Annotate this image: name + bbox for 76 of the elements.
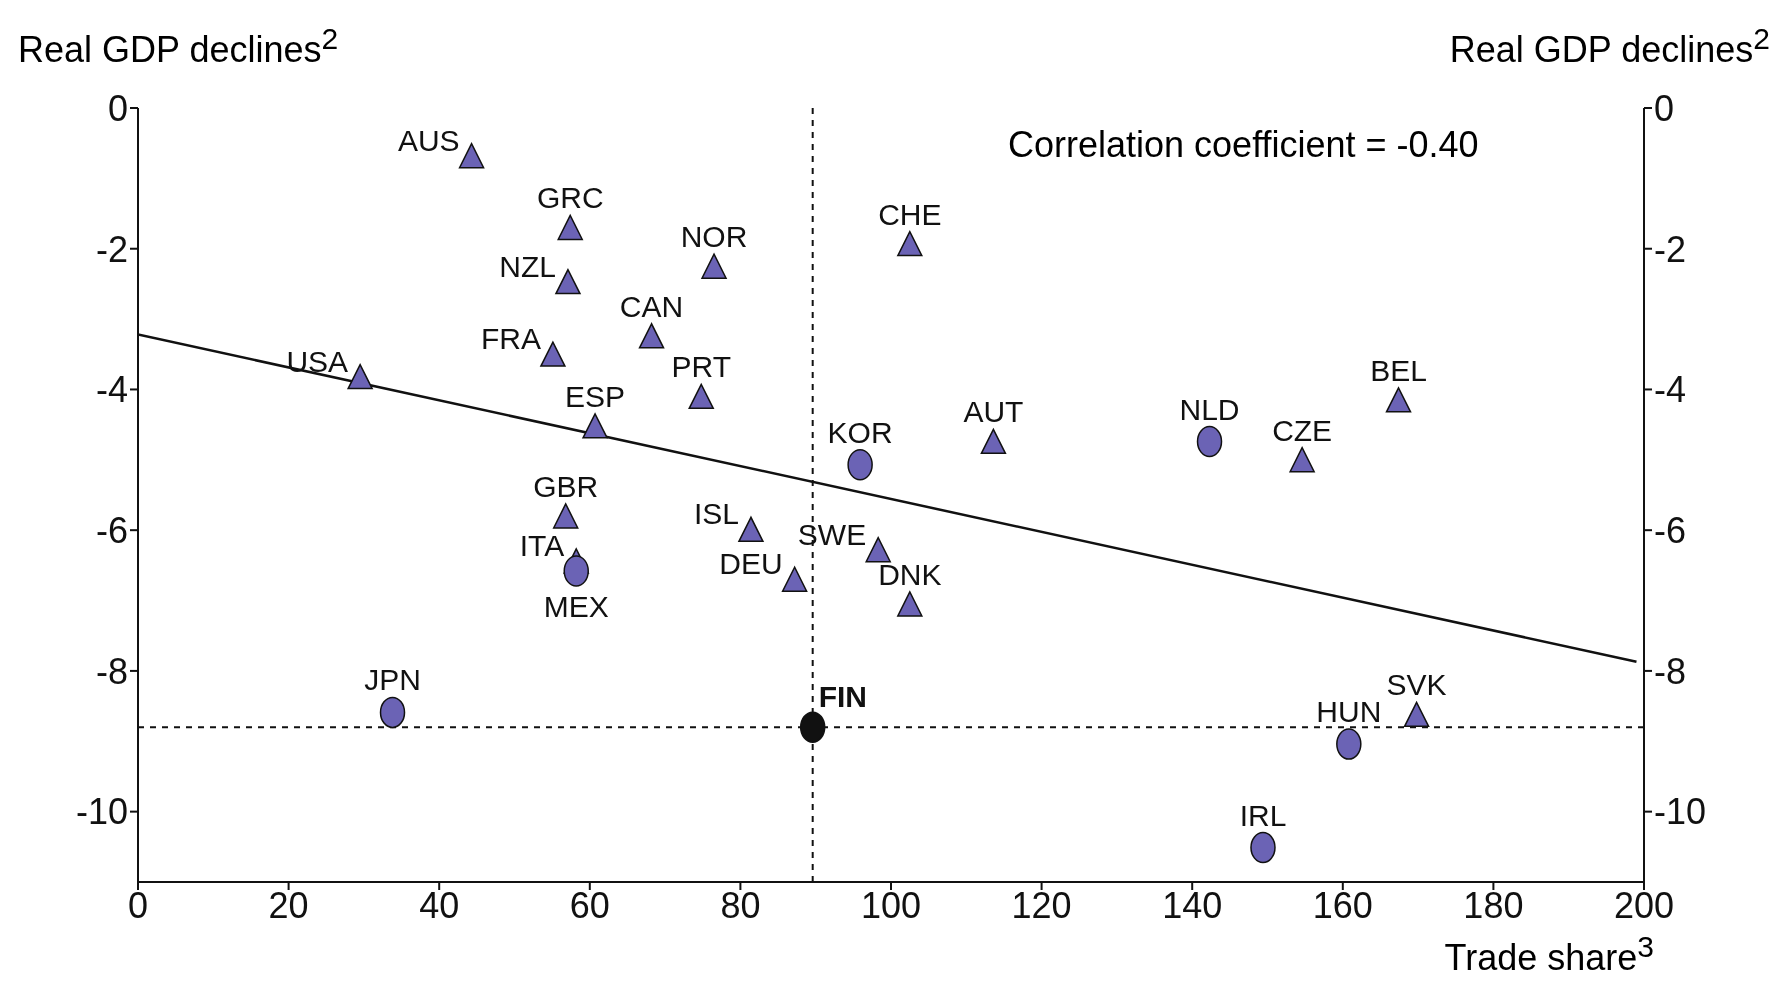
annotation: JPN (364, 663, 421, 697)
point (1250, 831, 1276, 864)
x-tick-label: 160 (1312, 884, 1373, 926)
y2-tick-label: -2 (1654, 228, 1687, 270)
y-tick-label: -4 (95, 369, 128, 411)
annotation: GRC (536, 181, 604, 215)
x-tick-label: 180 (1463, 884, 1524, 926)
x-axis-title: Trade share$^{3}$ (1444, 930, 1654, 979)
y2-tick-label: -6 (1654, 509, 1687, 551)
point (347, 363, 373, 390)
y2-axis-title: Real GDP declines$^{2}$ (1449, 22, 1770, 71)
point (540, 341, 566, 367)
annotation: KOR (827, 415, 893, 449)
annotation: CZE (1272, 413, 1333, 447)
x-tick-label: 60 (569, 884, 610, 926)
point (1336, 728, 1362, 760)
point (1403, 701, 1430, 728)
x-tick-label: 20 (268, 884, 309, 926)
annotation: ISL (693, 497, 739, 531)
y-tick-label: -6 (95, 509, 128, 551)
point (1385, 387, 1412, 413)
point (555, 268, 581, 295)
y-tick-label: 0 (107, 87, 128, 129)
point (701, 253, 727, 279)
point (781, 566, 808, 592)
annotation: BEL (1370, 353, 1427, 387)
x-tick-label: 140 (1162, 884, 1223, 926)
annotation: CHE (878, 197, 942, 231)
y-tick-label: -10 (75, 791, 128, 833)
x-tick-label: 120 (1011, 884, 1072, 926)
point (458, 142, 485, 169)
y2-tick-label: 0 (1654, 87, 1675, 129)
annotation: SWE (797, 517, 867, 551)
annotation: CAN (619, 289, 684, 323)
annotation: ITA (519, 528, 565, 562)
annotation: NLD (1179, 392, 1240, 426)
annotation: FIN (818, 680, 868, 714)
annotation: SVK (1386, 668, 1447, 702)
point (1289, 446, 1315, 473)
annotation: MEX (543, 589, 609, 623)
point (980, 428, 1007, 455)
annotation: NOR (680, 220, 748, 254)
annotation: ESP (565, 379, 626, 413)
annotation: FRA (480, 322, 541, 356)
x-tick-label: 200 (1613, 884, 1675, 926)
y-tick-label: -8 (95, 650, 128, 692)
x-tick-label: 100 (860, 884, 922, 926)
annotation: IRL (1239, 798, 1287, 832)
annotation: DNK (878, 557, 942, 591)
annotation: GBR (533, 469, 599, 503)
point (582, 413, 608, 439)
x-tick-label: 40 (419, 884, 460, 926)
x-tick-label: 80 (720, 884, 761, 926)
y-tick-label: -2 (95, 228, 128, 270)
annotation: AUT (963, 395, 1024, 429)
annotation: Correlation coefficient = -0.40 (1008, 124, 1479, 166)
y2-tick-label: -10 (1654, 791, 1707, 833)
y2-tick-label: -8 (1654, 650, 1687, 692)
y-axis-title: Real GDP declines$^{2}$ (18, 22, 339, 71)
annotation: HUN (1316, 695, 1382, 729)
point (638, 323, 665, 349)
annotation: AUS (397, 123, 460, 157)
annotation: USA (286, 344, 349, 378)
annotation: PRT (671, 350, 731, 384)
point (799, 711, 826, 743)
point (557, 214, 583, 241)
point (897, 591, 923, 617)
annotation: NZL (499, 249, 556, 283)
point (688, 383, 714, 410)
point (379, 696, 406, 729)
point (897, 230, 923, 257)
point (865, 536, 891, 563)
point (738, 516, 764, 543)
point (552, 503, 579, 529)
y2-tick-label: -4 (1654, 369, 1687, 411)
annotation: DEU (719, 547, 783, 581)
